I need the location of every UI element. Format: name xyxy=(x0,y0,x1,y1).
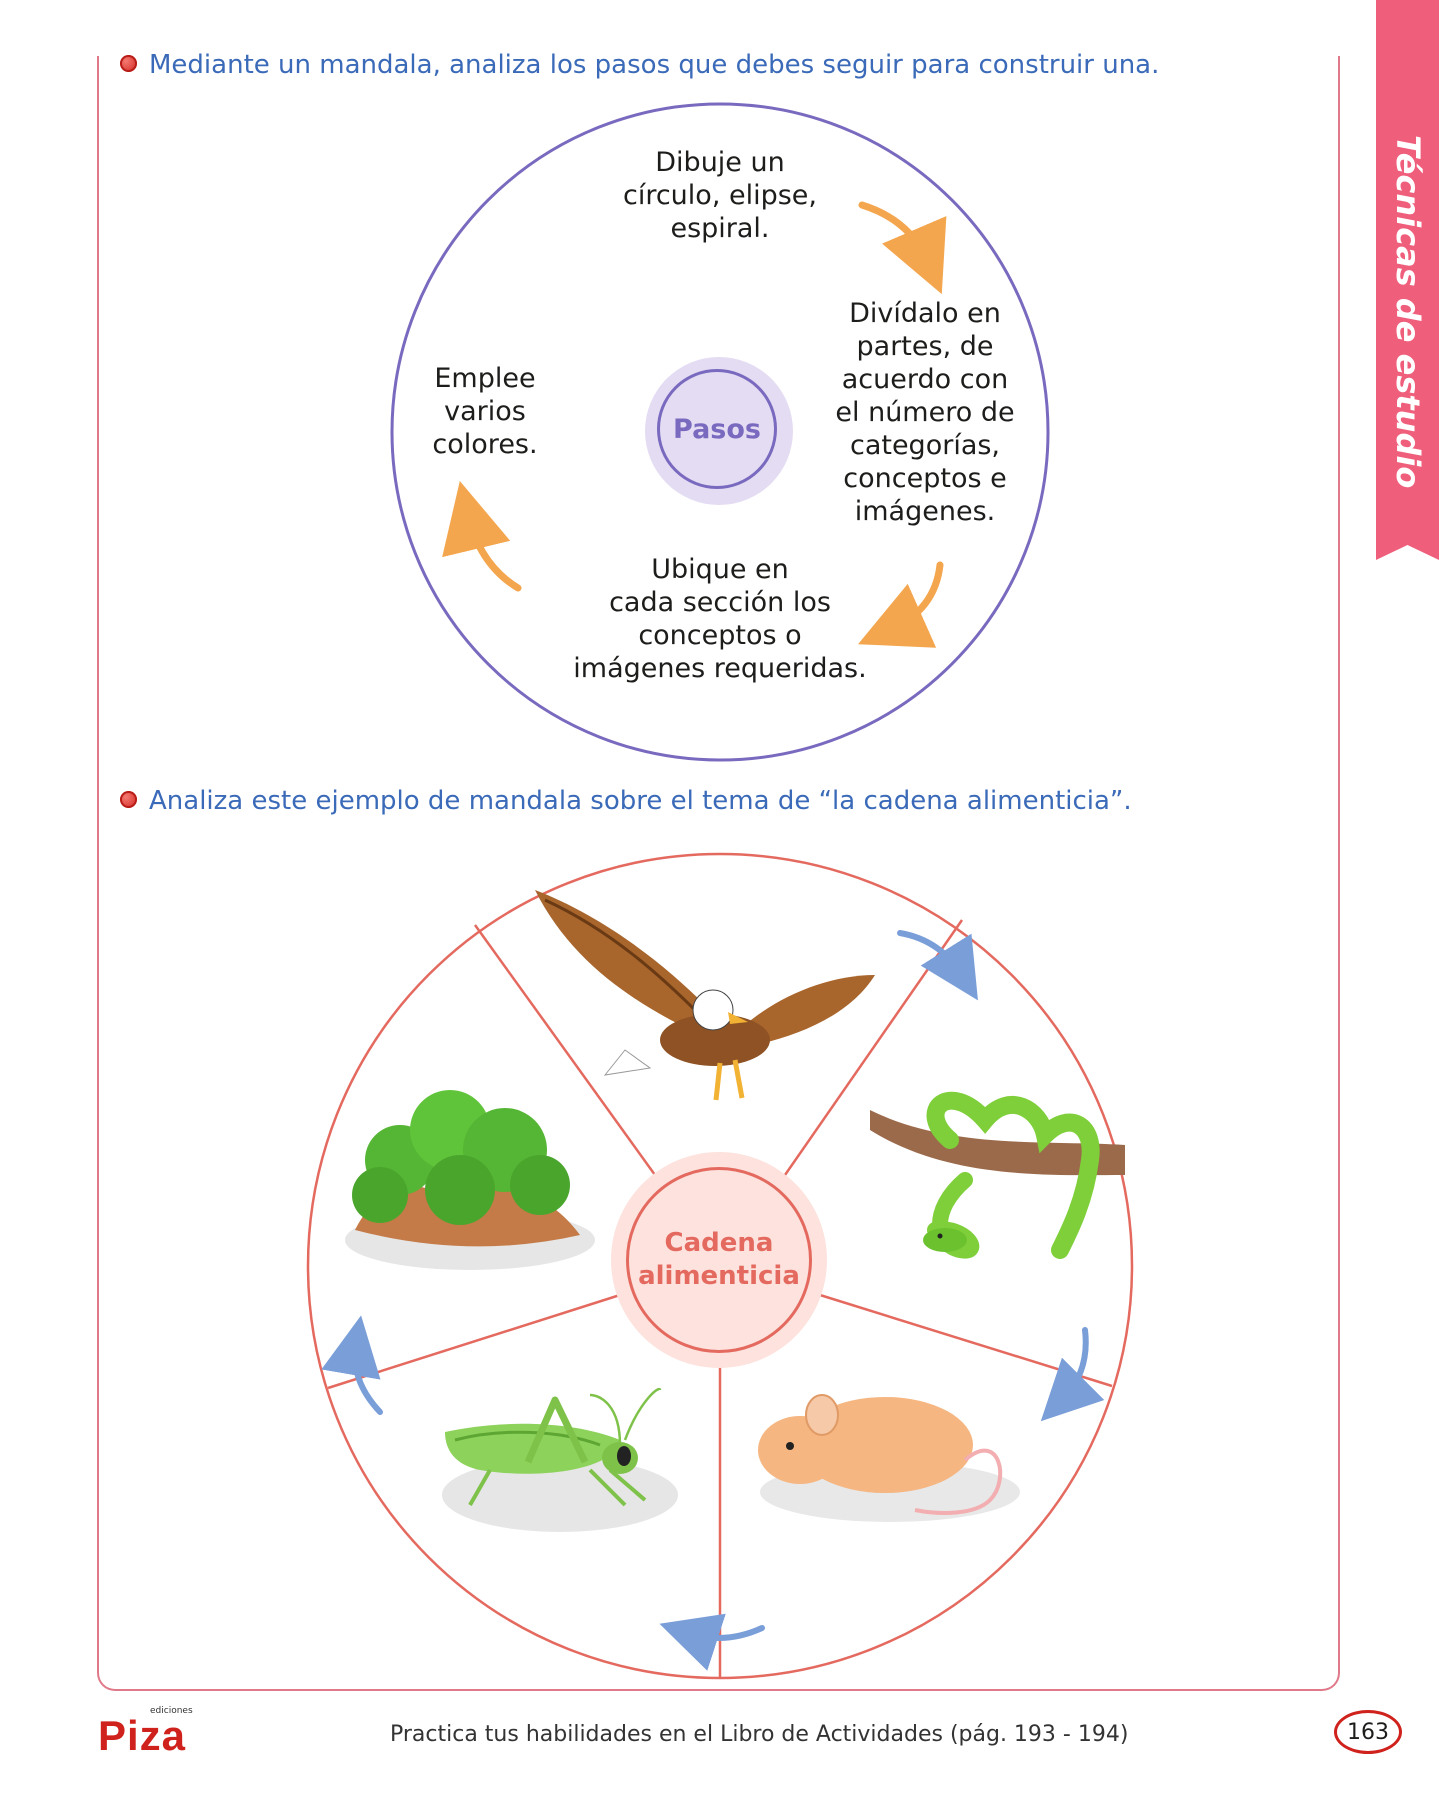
instruction-1: Mediante un mandala, analiza los pasos q… xyxy=(120,50,1159,80)
step-bottom-line: cada sección los xyxy=(609,587,831,618)
food-chain-wheel xyxy=(306,852,1134,1680)
logo-text: Piza xyxy=(98,1712,187,1759)
bush-icon xyxy=(345,1090,595,1270)
side-tab: Técnicas de estudio xyxy=(1376,0,1439,560)
arrow-blue-right xyxy=(1040,1327,1105,1422)
step-left-line: varios xyxy=(444,396,526,427)
step-right-line: categorías, xyxy=(849,430,1001,461)
snake-icon xyxy=(870,1091,1125,1259)
page-frame xyxy=(97,56,1340,1691)
step-bottom-line: Ubique en xyxy=(651,554,789,585)
step-top: Dibuje un círculo, elipse, espiral. xyxy=(600,146,840,245)
instruction-2-text: Analiza este ejemplo de mandala sobre el… xyxy=(149,786,1132,816)
logo-small-text: ediciones xyxy=(150,1706,193,1716)
food-chain-center: Cadena alimenticia xyxy=(611,1152,827,1368)
instruction-1-text: Mediante un mandala, analiza los pasos q… xyxy=(149,50,1160,80)
step-right-line: imágenes. xyxy=(854,496,996,527)
publisher-logo: ediciones Piza xyxy=(98,1706,202,1759)
step-top-line: Dibuje un xyxy=(655,147,785,178)
step-bottom-line: imágenes requeridas. xyxy=(573,653,867,684)
step-right-line: conceptos e xyxy=(843,463,1007,494)
steps-outer-circle xyxy=(390,102,1050,762)
wheel-divider-3 xyxy=(819,1293,1113,1388)
grasshopper-icon xyxy=(442,1387,678,1532)
eagle-icon xyxy=(535,890,875,1101)
step-left-line: colores. xyxy=(432,429,538,460)
step-right-line: acuerdo con xyxy=(841,364,1009,395)
step-right-line: Divídalo en xyxy=(849,298,1001,329)
instruction-2: Analiza este ejemplo de mandala sobre el… xyxy=(120,786,1132,816)
arrow-blue-bottom xyxy=(659,1613,765,1671)
arrow-top-right xyxy=(858,201,947,295)
food-chain-label-1: Cadena xyxy=(664,1228,774,1258)
food-chain-label-2: alimenticia xyxy=(638,1261,800,1291)
pasos-ring: Pasos xyxy=(657,369,777,489)
wheel-divider-1 xyxy=(473,924,657,1176)
step-top-line: círculo, elipse, xyxy=(622,180,817,211)
step-top-line: espiral. xyxy=(670,213,770,244)
arrow-blue-top xyxy=(897,930,978,1001)
mouse-icon xyxy=(758,1394,1020,1522)
step-bottom-line: conceptos o xyxy=(638,620,802,651)
bullet-icon xyxy=(120,791,137,808)
step-bottom: Ubique en cada sección los conceptos o i… xyxy=(560,553,880,685)
wheel-divider-5 xyxy=(327,1293,621,1390)
food-chain-ring: Cadena alimenticia xyxy=(626,1167,812,1353)
step-left: Emplee varios colores. xyxy=(410,362,560,461)
arrow-bottom-left xyxy=(442,480,522,592)
arrow-blue-left xyxy=(321,1315,383,1415)
arrow-bottom-right xyxy=(858,561,944,648)
page-number: 163 xyxy=(1334,1710,1402,1754)
step-right-line: partes, de xyxy=(856,331,994,362)
footer-text: Practica tus habilidades en el Libro de … xyxy=(390,1722,1129,1747)
step-left-line: Emplee xyxy=(434,363,536,394)
pasos-center: Pasos xyxy=(645,357,793,505)
pasos-label: Pasos xyxy=(673,413,761,445)
step-right: Divídalo en partes, de acuerdo con el nú… xyxy=(815,297,1035,528)
bullet-icon xyxy=(120,55,137,72)
step-right-line: el número de xyxy=(835,397,1015,428)
